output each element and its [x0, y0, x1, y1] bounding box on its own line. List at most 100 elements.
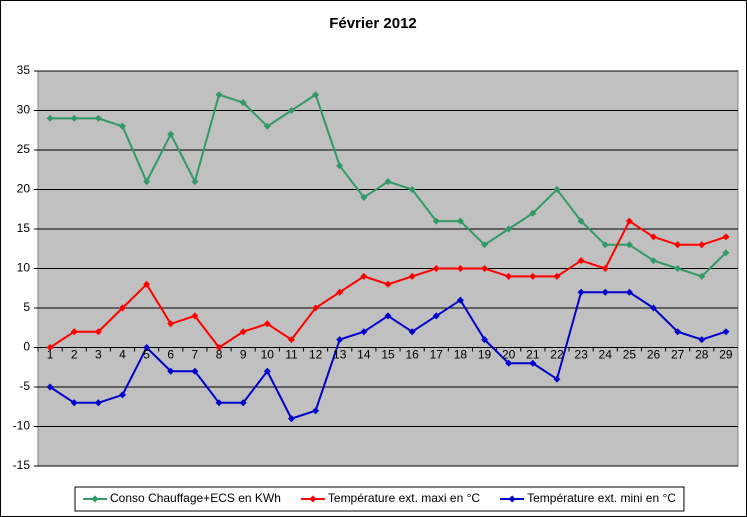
point — [336, 336, 344, 344]
point — [118, 391, 126, 399]
x-tick-label: 28 — [695, 348, 709, 362]
x-tick-label: 19 — [478, 348, 492, 362]
point — [263, 320, 271, 328]
point — [263, 122, 271, 130]
x-tick-label: 25 — [623, 348, 637, 362]
point — [167, 130, 175, 138]
x-tick-label: 20 — [502, 348, 516, 362]
point — [167, 320, 175, 328]
point — [384, 280, 392, 288]
point — [577, 257, 585, 265]
point — [239, 99, 247, 107]
point — [456, 296, 464, 304]
x-tick-label: 17 — [430, 348, 444, 362]
point — [674, 328, 682, 336]
point — [191, 367, 199, 375]
point — [625, 288, 633, 296]
point — [215, 399, 223, 407]
point — [601, 241, 609, 249]
x-tick-label: 7 — [192, 348, 199, 362]
point — [577, 217, 585, 225]
point — [191, 312, 199, 320]
point — [529, 272, 537, 280]
y-tick-label: 10 — [17, 261, 31, 275]
point — [432, 265, 440, 272]
point — [118, 122, 126, 130]
point — [505, 272, 513, 280]
point — [384, 312, 392, 320]
point — [432, 217, 440, 225]
point — [698, 272, 706, 280]
point — [384, 178, 392, 186]
point — [312, 91, 320, 99]
point — [167, 367, 175, 375]
point — [70, 399, 78, 407]
point — [408, 272, 416, 280]
point — [601, 265, 609, 272]
x-tick-label: 21 — [526, 348, 540, 362]
point — [94, 328, 102, 336]
point — [674, 241, 682, 249]
point — [432, 312, 440, 320]
point — [336, 288, 344, 296]
x-tick-label: 12 — [309, 348, 323, 362]
point — [722, 249, 730, 257]
legend-marker — [91, 495, 99, 503]
point — [312, 407, 320, 415]
y-tick-label: -15 — [13, 458, 31, 472]
y-tick-label: 35 — [17, 63, 31, 77]
point — [698, 336, 706, 344]
x-tick-label: 1 — [47, 348, 54, 362]
point — [94, 399, 102, 407]
x-tick-label: 23 — [574, 348, 588, 362]
x-tick-label: 11 — [285, 348, 298, 362]
point — [722, 328, 730, 336]
x-tick-label: 15 — [381, 348, 395, 362]
point — [94, 114, 102, 122]
point — [481, 336, 489, 344]
point — [650, 257, 658, 265]
x-tick-label: 29 — [719, 348, 733, 362]
point — [577, 288, 585, 296]
legend-label: Température ext. mini en °C — [527, 491, 676, 505]
point — [239, 328, 247, 336]
point — [191, 178, 199, 186]
point — [287, 415, 295, 423]
y-tick-label: 0 — [23, 340, 30, 354]
point — [481, 241, 489, 249]
x-tick-label: 6 — [167, 348, 174, 362]
point — [312, 304, 320, 312]
point — [287, 107, 295, 114]
point — [674, 265, 682, 272]
x-tick-label: 4 — [119, 348, 126, 362]
x-tick-label: 10 — [261, 348, 275, 362]
x-tick-label: 2 — [71, 348, 78, 362]
x-tick-label: 9 — [240, 348, 247, 362]
x-tick-label: 16 — [405, 348, 419, 362]
x-tick-label: 22 — [550, 348, 564, 362]
point — [287, 336, 295, 344]
point — [529, 209, 537, 217]
x-tick-label: 5 — [143, 348, 150, 362]
point — [408, 328, 416, 336]
point — [408, 186, 416, 193]
y-tick-label: 20 — [17, 182, 31, 196]
x-tick-label: 3 — [95, 348, 102, 362]
legend — [74, 486, 685, 512]
legend-marker — [508, 495, 516, 503]
y-tick-label: -10 — [13, 419, 31, 433]
y-tick-label: -5 — [19, 379, 30, 393]
legend-marker — [309, 495, 317, 503]
point — [553, 186, 561, 193]
point — [143, 344, 151, 351]
x-tick-label: 27 — [671, 348, 685, 362]
point — [505, 225, 513, 233]
marks — [46, 91, 730, 423]
point — [360, 272, 368, 280]
point — [529, 359, 537, 367]
point — [360, 328, 368, 336]
x-tick-label: 26 — [647, 348, 661, 362]
point — [722, 233, 730, 241]
